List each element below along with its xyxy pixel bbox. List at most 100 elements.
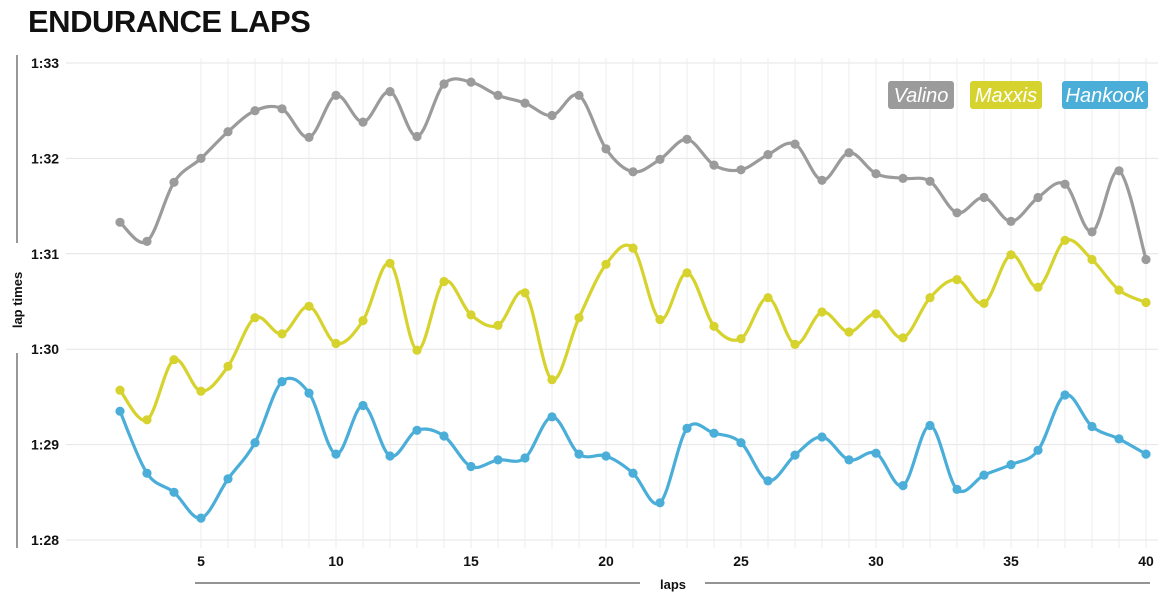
data-point-maxxis xyxy=(628,243,638,253)
data-point-hankook xyxy=(1087,421,1097,432)
data-point-hankook xyxy=(844,455,854,465)
legend: Valino Maxxis Hankook xyxy=(888,81,1148,109)
data-point-maxxis xyxy=(520,288,530,298)
data-point-hankook xyxy=(1141,449,1151,459)
x-tick-label: 30 xyxy=(868,553,884,569)
data-point-valino xyxy=(763,150,773,160)
data-point-valino xyxy=(1087,227,1097,237)
data-point-hankook xyxy=(142,468,152,478)
data-point-hankook xyxy=(223,474,233,484)
data-point-hankook xyxy=(709,428,719,438)
data-point-hankook xyxy=(736,438,746,448)
data-point-maxxis xyxy=(196,386,206,396)
data-point-hankook xyxy=(493,455,503,465)
data-point-maxxis xyxy=(790,339,800,349)
data-point-maxxis xyxy=(277,329,287,339)
data-point-valino xyxy=(1006,216,1016,226)
data-point-maxxis xyxy=(898,333,908,343)
data-point-maxxis xyxy=(844,327,854,337)
x-tick-label: 5 xyxy=(197,553,205,569)
x-tick-label: 35 xyxy=(1003,553,1019,569)
data-point-hankook xyxy=(358,400,368,411)
data-point-valino xyxy=(250,106,260,116)
legend-swatch xyxy=(970,81,1042,109)
data-point-maxxis xyxy=(331,338,341,349)
x-tick-label: 20 xyxy=(598,553,614,569)
data-point-maxxis xyxy=(682,268,692,278)
data-point-maxxis xyxy=(601,259,611,269)
data-point-valino xyxy=(898,173,908,183)
data-point-valino xyxy=(574,90,584,100)
data-point-hankook xyxy=(250,438,260,448)
data-point-hankook xyxy=(196,513,206,523)
x-axis-label: laps xyxy=(660,577,686,592)
data-point-maxxis xyxy=(385,258,395,268)
data-point-hankook xyxy=(1033,445,1043,455)
data-point-valino xyxy=(682,134,692,144)
data-point-maxxis xyxy=(142,415,152,425)
data-point-maxxis xyxy=(871,309,881,319)
data-point-hankook xyxy=(871,448,881,458)
data-point-valino xyxy=(547,110,557,121)
data-point-valino xyxy=(358,117,368,127)
data-point-valino xyxy=(979,192,989,203)
data-point-maxxis xyxy=(925,293,935,303)
y-tick-label: 1:32 xyxy=(31,150,59,166)
data-point-maxxis xyxy=(1114,285,1124,295)
data-point-maxxis xyxy=(466,310,476,320)
legend-label: Hankook xyxy=(1066,85,1146,107)
data-point-hankook xyxy=(898,481,908,491)
series-line-maxxis xyxy=(118,237,1148,422)
data-point-valino xyxy=(628,167,638,177)
data-point-hankook xyxy=(817,432,827,442)
data-point-maxxis xyxy=(952,275,962,285)
data-point-maxxis xyxy=(763,293,773,303)
data-point-valino xyxy=(925,176,935,186)
data-point-hankook xyxy=(439,431,449,441)
data-point-valino xyxy=(223,127,233,137)
data-point-valino xyxy=(385,87,395,97)
y-tick-label: 1:30 xyxy=(31,341,59,357)
data-point-hankook xyxy=(304,388,314,398)
data-point-hankook xyxy=(277,377,287,387)
data-point-maxxis xyxy=(817,307,827,317)
legend-swatch xyxy=(888,81,954,109)
data-point-valino xyxy=(331,90,341,100)
data-point-hankook xyxy=(682,423,692,433)
data-point-hankook xyxy=(763,476,773,486)
data-point-valino xyxy=(169,177,179,187)
data-point-valino xyxy=(493,90,503,100)
data-point-maxxis xyxy=(250,313,260,323)
data-point-hankook xyxy=(520,453,530,463)
series xyxy=(115,77,1151,523)
data-point-valino xyxy=(790,139,800,149)
data-point-maxxis xyxy=(358,316,368,326)
data-point-valino xyxy=(520,98,530,108)
data-point-maxxis xyxy=(1060,235,1070,245)
data-point-valino xyxy=(466,77,476,87)
data-point-valino xyxy=(952,208,962,218)
data-point-maxxis xyxy=(547,375,557,385)
data-point-valino xyxy=(736,165,746,175)
data-point-hankook xyxy=(925,420,935,431)
legend-label: Valino xyxy=(894,85,949,107)
legend-item-valino: Valino xyxy=(888,81,954,109)
data-point-hankook xyxy=(1114,434,1124,444)
data-point-valino xyxy=(817,175,827,185)
data-point-valino xyxy=(1141,254,1151,265)
data-point-hankook xyxy=(412,425,422,435)
data-point-maxxis xyxy=(169,355,179,365)
data-point-valino xyxy=(277,104,287,114)
series-hankook xyxy=(115,376,1151,523)
y-tick-label: 1:28 xyxy=(31,532,59,548)
y-tick-label: 1:29 xyxy=(31,437,59,453)
data-point-maxxis xyxy=(655,315,665,325)
y-tick-label: 1:33 xyxy=(31,55,59,71)
data-point-maxxis xyxy=(304,301,314,311)
data-point-valino xyxy=(1114,166,1124,176)
data-point-maxxis xyxy=(1141,297,1151,308)
data-point-hankook xyxy=(1060,390,1070,400)
series-maxxis xyxy=(115,235,1151,425)
y-axis-label: lap times xyxy=(10,272,25,328)
